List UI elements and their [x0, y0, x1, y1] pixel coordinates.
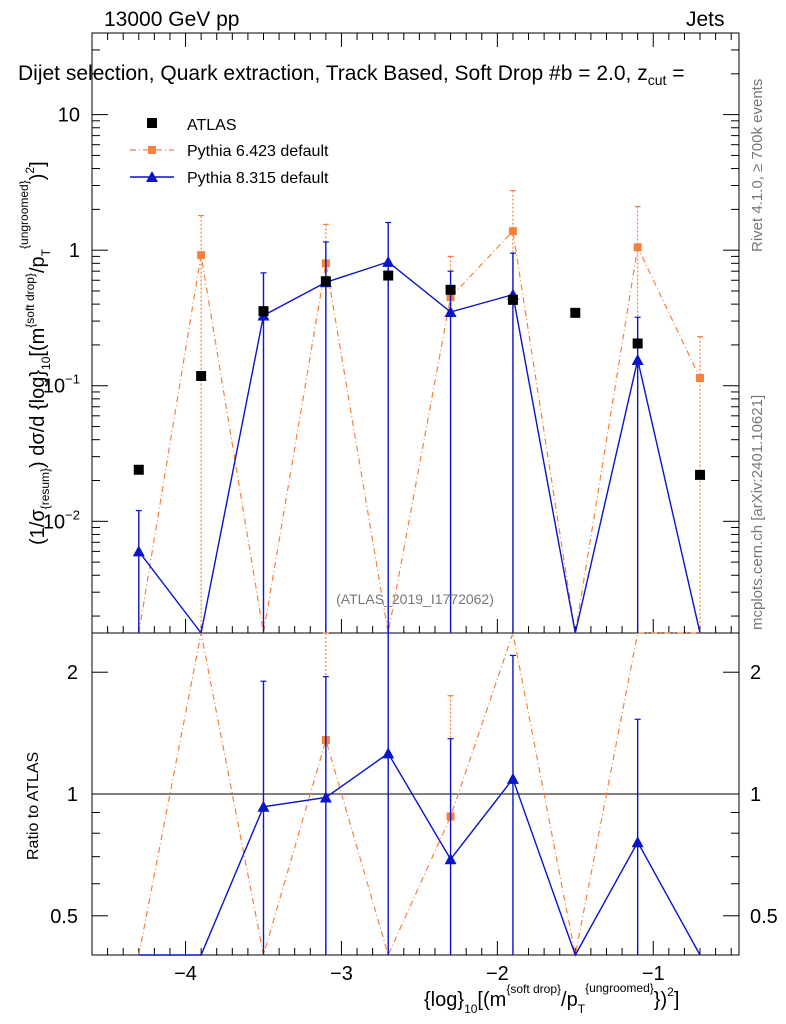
legend-atlas-marker	[147, 118, 157, 128]
ratio-y-tick-label: 2	[67, 662, 78, 684]
source-label: mcplots.cern.ch [arXiv:2401.10621]	[749, 395, 766, 630]
ratio-pythia8-point	[382, 747, 395, 759]
pythia8-point	[444, 305, 457, 317]
x-tick-label: −2	[486, 963, 509, 985]
energy-label: 13000 GeV pp	[104, 8, 240, 31]
pythia6-point	[696, 374, 705, 383]
atlas-point	[196, 370, 207, 381]
legend-pythia6-marker	[148, 146, 156, 154]
x-tick-label: −3	[330, 963, 353, 985]
pythia6-point	[508, 227, 517, 236]
pythia8-point	[132, 545, 145, 557]
xlabel-part-1: 10	[464, 1002, 478, 1016]
pythia6-line	[138, 229, 701, 634]
ratio-y-axis-label: Ratio to ATLAS	[25, 752, 42, 860]
pythia6-point	[633, 243, 642, 252]
ratio-y-tick-label: 0.5	[50, 906, 78, 928]
plot-title-tail: =	[666, 62, 685, 85]
ylabel-part-3: 10	[39, 356, 53, 370]
y-tick-label: 10−1	[43, 372, 80, 398]
ratio-pythia8-line	[138, 752, 701, 957]
ylabel-part-9: )	[27, 174, 49, 181]
category-label: Jets	[686, 8, 725, 31]
legend-atlas-label: ATLAS	[187, 117, 237, 134]
pythia6-point	[197, 251, 206, 260]
x-tick-label: −1	[642, 963, 665, 985]
ylabel-part-1: {resum}	[38, 468, 52, 509]
atlas-point	[445, 284, 456, 295]
ratio-pythia8-point	[444, 853, 457, 865]
atlas-point	[632, 338, 643, 349]
atlas-point	[383, 270, 394, 281]
ratio-y-tick-label-right: 2	[750, 662, 761, 684]
ylabel-part-2: ) dσ/d {log}	[27, 370, 49, 468]
x-tick-label: −4	[174, 963, 197, 985]
xlabel-part-5: T	[578, 1002, 586, 1016]
atlas-point	[695, 469, 706, 480]
ratio-y-tick-label: 1	[67, 784, 78, 806]
xlabel-part-9: ]	[674, 989, 680, 1011]
ylabel-part-11: ]	[27, 161, 49, 167]
ratio-series-layer	[138, 630, 701, 957]
atlas-point	[320, 276, 331, 287]
ylabel-part-5: {soft drop}	[23, 273, 37, 328]
xlabel-part-0: {log}	[424, 989, 464, 1011]
x-axis-label: {log}10[(m{soft drop}/pT {ungroomed}})2]	[424, 981, 679, 1016]
ratio-y-tick-label-right: 0.5	[750, 906, 778, 928]
rivet-version-label: Rivet 4.1.0, ≥ 700k events	[749, 79, 766, 252]
legend: ATLAS Pythia 6.423 default Pythia 8.315 …	[130, 117, 329, 187]
plot-title-main: Dijet selection, Quark extraction, Track…	[18, 62, 648, 85]
ylabel-part-8: {ungroomed}	[17, 180, 31, 249]
ratio-pythia8-point	[506, 772, 519, 784]
ylabel-part-4: [(m	[27, 328, 49, 357]
y-tick-label: 10	[58, 105, 80, 127]
main-y-axis-label: (1/σ{resum}) dσ/d {log}10[(m{soft drop}/…	[17, 161, 53, 545]
xlabel-part-8: 2	[667, 985, 674, 999]
ylabel-part-0: (1/σ	[27, 509, 49, 545]
axis-ticks	[91, 32, 739, 956]
pythia8-point	[382, 255, 395, 267]
xlabel-part-4: /p	[561, 989, 578, 1011]
atlas-point	[570, 307, 581, 318]
atlas-point	[258, 306, 269, 317]
plot-title: Dijet selection, Quark extraction, Track…	[18, 62, 685, 88]
tick-labels: −4 −3 −2 −1 10−2 10−1 1 10 0.5 0.5 1 1 2 2	[43, 105, 778, 985]
xlabel-part-2: [(m	[477, 989, 506, 1011]
ylabel-part-10: 2	[23, 167, 37, 174]
legend-pythia8-marker	[146, 171, 158, 182]
legend-pythia6-label: Pythia 6.423 default	[187, 143, 329, 160]
ratio-pythia8-point	[257, 800, 270, 812]
legend-pythia8-label: Pythia 8.315 default	[187, 170, 329, 187]
y-tick-label: 10−2	[43, 507, 80, 533]
ratio-pythia8-point	[631, 836, 644, 848]
ratio-pythia6-line	[138, 630, 700, 957]
plot-title-sub: cut	[647, 72, 667, 89]
atlas-point	[133, 464, 144, 475]
xlabel-part-7: })	[654, 989, 667, 1011]
main-series-layer	[132, 190, 706, 635]
ylabel-part-7: T	[39, 248, 53, 256]
y-tick-label: 1	[69, 240, 80, 262]
pythia8-line	[138, 261, 701, 635]
pythia8-point	[631, 353, 644, 365]
analysis-watermark: (ATLAS_2019_I1772062)	[336, 591, 494, 607]
atlas-point	[507, 294, 518, 305]
xlabel-part-6: {ungroomed}	[585, 981, 654, 995]
ratio-y-tick-label-right: 1	[750, 784, 761, 806]
ratio-pythia8-point	[319, 791, 332, 803]
xlabel-part-3: {soft drop}	[506, 982, 561, 996]
ylabel-part-6: /p	[27, 256, 49, 273]
